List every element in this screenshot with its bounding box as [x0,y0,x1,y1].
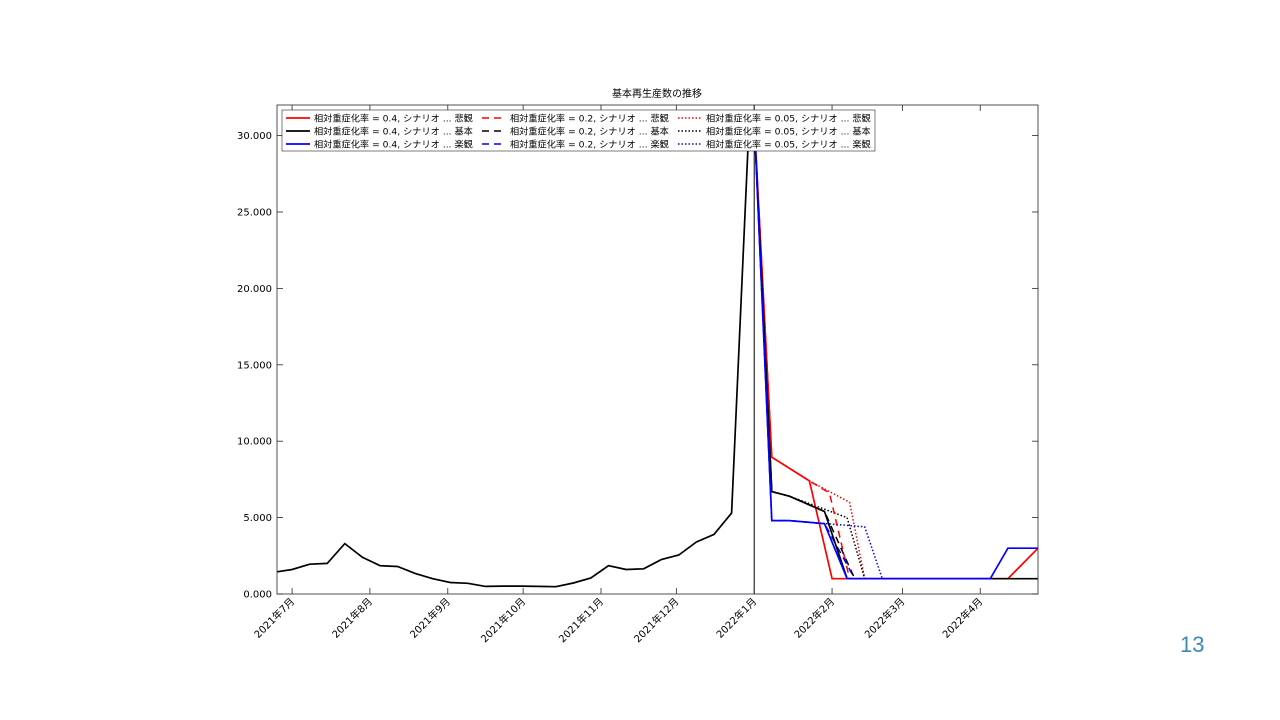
x-tick-label: 2022年4月 [940,595,986,641]
series-line-dashed-悲観 [753,120,1038,580]
y-tick-label: 25.000 [237,207,272,218]
legend-label: 相対重症化率 = 0.2, シナリオ ... 基本 [510,126,669,138]
x-tick-label: 2021年8月 [329,595,375,641]
series-line-history [277,120,751,588]
x-tick-label: 2021年11月 [556,595,606,645]
y-tick-label: 10.000 [237,437,272,448]
legend-label: 相対重症化率 = 0.4, シナリオ ... 楽観 [314,139,473,151]
chart-title: 基本再生産数の推移 [612,87,702,100]
x-tick-label: 2021年7月 [251,595,297,641]
legend-label: 相対重症化率 = 0.4, シナリオ ... 悲観 [314,113,473,125]
y-tick-label: 30.000 [237,131,272,142]
page-number: 13 [1180,632,1205,657]
legend-label: 相対重症化率 = 0.05, シナリオ ... 悲観 [706,113,871,125]
series-line-dashed-基本 [753,120,1038,580]
x-tick-label: 2022年1月 [713,595,759,641]
x-tick-label: 2022年2月 [791,595,837,641]
series-line-solid-悲観 [753,120,1038,580]
series-line-dotted-基本 [753,120,1038,580]
series-line-dashed-楽観 [753,120,1038,580]
x-tick-label: 2021年12月 [631,595,681,645]
series-line-solid-基本 [753,120,1038,580]
y-tick-label: 15.000 [237,360,272,371]
series-layer [277,105,1038,594]
legend-box [281,109,876,152]
legend-label: 相対重症化率 = 0.2, シナリオ ... 楽観 [510,139,669,151]
series-line-dotted-楽観 [753,120,1038,580]
series-line-solid-楽観 [753,120,1038,580]
y-tick-label: 5.000 [243,513,272,524]
y-tick-label: 0.000 [243,590,272,601]
legend-label: 相対重症化率 = 0.4, シナリオ ... 基本 [314,126,473,138]
x-tick-label: 2022年3月 [862,595,908,641]
y-tick-label: 20.000 [237,284,272,295]
x-tick-label: 2021年10月 [478,595,528,645]
series-line-dotted-悲観 [753,120,1038,580]
plot-frame [276,104,1039,595]
legend-label: 相対重症化率 = 0.05, シナリオ ... 基本 [706,126,871,138]
axes: 0.000 5.000 10.000 15.000 20.000 25.000 30.000… [237,105,1038,645]
legend-label: 相対重症化率 = 0.05, シナリオ ... 楽観 [706,139,871,151]
x-tick-label: 2021年9月 [407,595,453,641]
legend-label: 相対重症化率 = 0.2, シナリオ ... 悲観 [510,113,669,125]
